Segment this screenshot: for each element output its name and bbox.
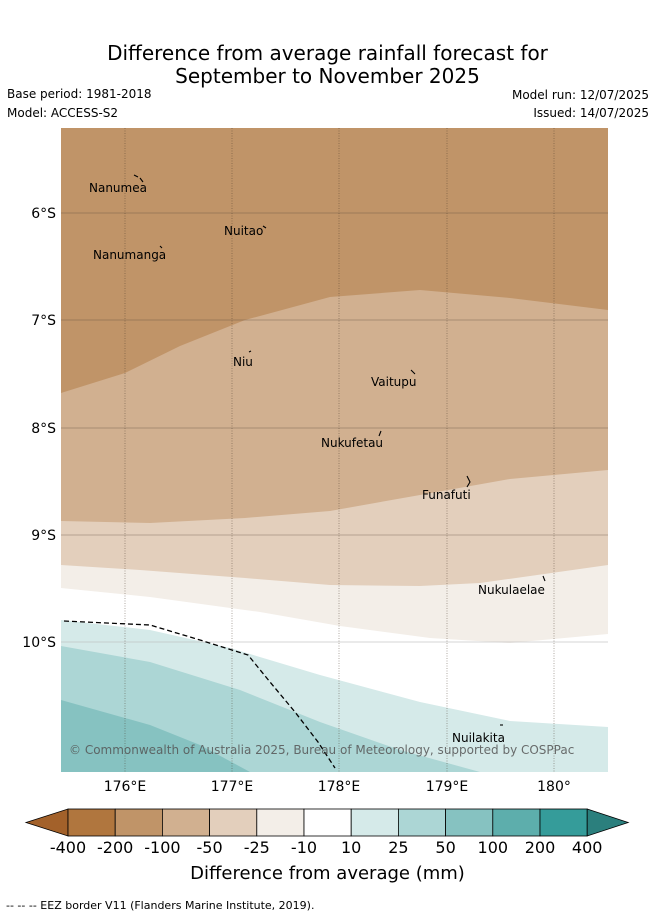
place-labels: Nanumea Nuitao Nanumanga Niu Vaitupu Nuk… [89, 181, 545, 745]
colorbar-segment [209, 808, 258, 837]
place-label: Nuilakita [452, 731, 505, 745]
model-name: Model: ACCESS-S2 [7, 106, 119, 120]
colorbar-segment [539, 808, 588, 837]
place-label: Nukulaelae [478, 583, 545, 597]
lon-label: 178°E [318, 779, 361, 795]
colorbar-segment [67, 808, 116, 837]
colorbar-segment [256, 808, 305, 837]
base-period: Base period: 1981-2018 [7, 87, 152, 101]
lon-label: 179°E [426, 779, 469, 795]
colorbar-segment [492, 808, 541, 837]
colorbar [24, 808, 630, 837]
colorbar-label: Difference from average (mm) [190, 863, 465, 884]
lon-label: 177°E [211, 779, 254, 795]
colorbar-tick-label: -50 [196, 838, 223, 857]
lon-labels: 176°E 177°E 178°E 179°E 180° [104, 779, 571, 795]
colorbar-tick-label: 200 [524, 838, 556, 857]
lon-label: 176°E [104, 779, 147, 795]
place-label: Nanumea [89, 181, 147, 195]
lat-label: 8°S [31, 421, 56, 437]
lat-label: 7°S [31, 313, 56, 329]
issued-date: Issued: 14/07/2025 [533, 106, 649, 120]
colorbar-segment [350, 808, 399, 837]
lon-label: 180° [537, 779, 571, 795]
lat-label: 9°S [31, 528, 56, 544]
latitude-lines [61, 212, 608, 643]
colorbar-tick-label: -25 [243, 838, 270, 857]
island-outlines [133, 174, 546, 726]
colorbar-segment [114, 808, 163, 837]
lat-label: 6°S [31, 206, 56, 222]
colorbar-segment [445, 808, 494, 837]
place-label: Nanumanga [93, 248, 166, 262]
title-line-1: Difference from average rainfall forecas… [107, 41, 548, 65]
place-label: Niu [233, 355, 253, 369]
colorbar-extend-low [24, 808, 69, 837]
band-plus-50 [61, 700, 250, 772]
colorbar-tick-label: 10 [341, 838, 362, 857]
colorbar-segment [303, 808, 352, 837]
eez-legend-footer: -- -- -- EEZ border V11 (Flanders Marine… [6, 899, 315, 912]
title-line-2: September to November 2025 [175, 64, 480, 88]
colorbar-tick-label: -10 [290, 838, 318, 857]
map-panel [61, 128, 608, 772]
colorbar-segment [397, 808, 446, 837]
colorbar-tick-label: -100 [144, 838, 181, 857]
colorbar-tick-label: 25 [388, 838, 409, 857]
place-label: Funafuti [422, 488, 471, 502]
copyright-text: © Commonwealth of Australia 2025, Bureau… [69, 743, 574, 757]
colorbar-segment [161, 808, 210, 837]
colorbar-tick-label: 100 [477, 838, 509, 857]
lat-labels: 6°S 7°S 8°S 9°S 10°S [22, 206, 56, 651]
colorbar-tick-label: 400 [571, 838, 603, 857]
colorbar-tick-label: -200 [97, 838, 134, 857]
lat-label: 10°S [22, 635, 56, 651]
colorbar-extend-high [586, 808, 630, 837]
place-label: Vaitupu [371, 375, 417, 389]
colorbar-tick-label: -400 [49, 838, 87, 857]
place-label: Nukufetau [321, 436, 383, 450]
model-run: Model run: 12/07/2025 [511, 88, 649, 102]
place-label: Nuitao [224, 224, 263, 238]
colorbar-tick-label: 50 [435, 838, 456, 857]
